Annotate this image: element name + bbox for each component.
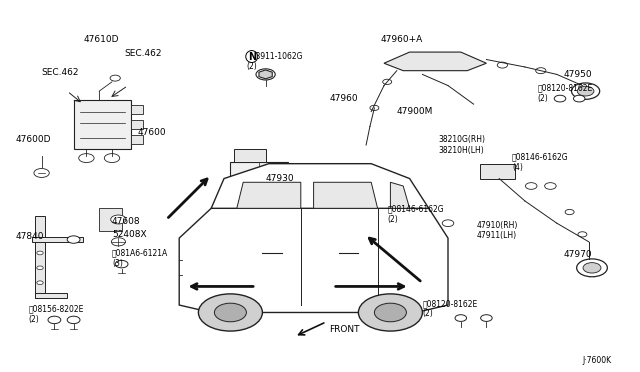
Circle shape <box>115 260 128 268</box>
Text: 47600D: 47600D <box>16 135 51 144</box>
Text: Ⓑ08120-8162E
(2): Ⓑ08120-8162E (2) <box>538 83 593 103</box>
Text: 52408X: 52408X <box>112 230 147 239</box>
Circle shape <box>111 215 126 224</box>
Text: 47610D: 47610D <box>83 35 118 44</box>
Bar <box>35 216 45 298</box>
Circle shape <box>110 75 120 81</box>
Circle shape <box>578 232 587 237</box>
Circle shape <box>36 281 44 285</box>
Bar <box>131 120 143 129</box>
Circle shape <box>36 266 44 270</box>
Circle shape <box>577 259 607 277</box>
Circle shape <box>198 294 262 331</box>
Circle shape <box>214 303 246 322</box>
Text: FRONT: FRONT <box>330 325 360 334</box>
Circle shape <box>374 303 406 322</box>
Circle shape <box>34 169 49 177</box>
Circle shape <box>583 263 601 273</box>
Bar <box>234 149 266 162</box>
Circle shape <box>497 62 508 68</box>
Text: SEC.462: SEC.462 <box>125 49 163 58</box>
Bar <box>480 164 515 179</box>
Text: Ⓑ081A6-6121A
(3): Ⓑ081A6-6121A (3) <box>112 249 168 268</box>
Circle shape <box>572 83 600 99</box>
Polygon shape <box>179 197 448 312</box>
Text: 47970: 47970 <box>563 250 592 259</box>
Text: 47960+A: 47960+A <box>381 35 423 44</box>
Text: 47608: 47608 <box>112 217 141 226</box>
Circle shape <box>573 95 585 102</box>
Circle shape <box>67 316 80 324</box>
FancyBboxPatch shape <box>230 162 288 186</box>
Circle shape <box>111 238 125 246</box>
Circle shape <box>577 86 594 96</box>
Text: N: N <box>248 52 256 61</box>
Text: 47840: 47840 <box>16 232 45 241</box>
Circle shape <box>565 209 574 215</box>
Circle shape <box>481 315 492 321</box>
Polygon shape <box>384 52 486 71</box>
Circle shape <box>36 251 44 255</box>
Text: 38210G(RH)
38210H(LH): 38210G(RH) 38210H(LH) <box>438 135 485 155</box>
Circle shape <box>442 220 454 227</box>
Circle shape <box>358 294 422 331</box>
Circle shape <box>79 154 94 163</box>
Text: Ⓑ08146-6162G
(4): Ⓑ08146-6162G (4) <box>512 152 568 171</box>
Text: Ⓑ08156-8202E
(2): Ⓑ08156-8202E (2) <box>29 305 84 324</box>
Circle shape <box>383 79 392 84</box>
Bar <box>32 237 83 242</box>
Polygon shape <box>314 182 378 208</box>
Circle shape <box>67 236 80 243</box>
Text: 47600: 47600 <box>138 128 166 137</box>
Circle shape <box>536 68 546 74</box>
Polygon shape <box>237 182 301 208</box>
Circle shape <box>545 183 556 189</box>
Text: Ⓑ08120-8162E
(2): Ⓑ08120-8162E (2) <box>422 299 477 318</box>
Circle shape <box>423 220 435 227</box>
Circle shape <box>48 316 61 324</box>
Circle shape <box>554 95 566 102</box>
Circle shape <box>370 105 379 110</box>
Text: 47910(RH)
47911(LH): 47910(RH) 47911(LH) <box>477 221 518 240</box>
Text: J·7600K: J·7600K <box>582 356 612 365</box>
Polygon shape <box>211 164 429 208</box>
Polygon shape <box>390 182 410 208</box>
Text: Ⓑ08911-1062G
(2): Ⓑ08911-1062G (2) <box>246 52 303 71</box>
Text: 47960: 47960 <box>330 94 358 103</box>
Circle shape <box>455 315 467 321</box>
Circle shape <box>104 154 120 163</box>
Polygon shape <box>259 70 272 79</box>
Bar <box>131 105 143 114</box>
Text: 47950: 47950 <box>563 70 592 79</box>
Bar <box>131 135 143 144</box>
Text: 47900M: 47900M <box>397 107 433 116</box>
Text: 47930: 47930 <box>266 174 294 183</box>
Text: SEC.462: SEC.462 <box>42 68 79 77</box>
Bar <box>35 293 67 298</box>
Circle shape <box>525 183 537 189</box>
Circle shape <box>256 69 275 80</box>
FancyBboxPatch shape <box>74 100 131 149</box>
Text: Ⓑ08146-6162G
(2): Ⓑ08146-6162G (2) <box>387 204 444 224</box>
Bar <box>99 208 122 231</box>
